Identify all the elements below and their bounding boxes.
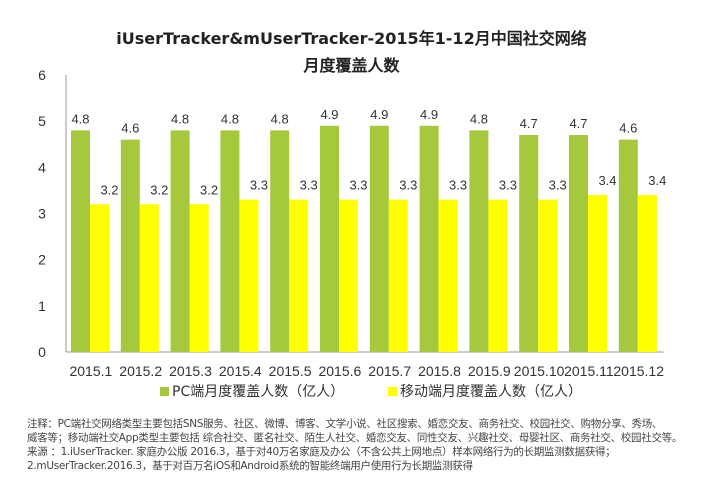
- y-tick-label: 4: [38, 159, 46, 175]
- data-label: 4.9: [420, 107, 438, 122]
- x-tick-label: 2015.5: [269, 363, 312, 379]
- bar-mobile: [538, 199, 558, 352]
- data-label: 3.4: [598, 173, 616, 188]
- x-tick-label: 2015.6: [318, 363, 361, 379]
- x-tick-label: 2015.12: [613, 363, 664, 379]
- x-tick-label: 2015.9: [468, 363, 511, 379]
- bar-pc: [320, 125, 339, 353]
- data-label: 4.8: [470, 111, 488, 126]
- chart-title: iUserTracker&mUserTracker-2015年1-12月中国社交…: [116, 29, 587, 48]
- data-label: 4.6: [619, 121, 637, 136]
- data-label: 4.8: [71, 111, 89, 126]
- bar-pc: [469, 130, 489, 352]
- bar-mobile: [339, 199, 358, 352]
- y-tick-label: 3: [38, 206, 46, 222]
- data-label: 3.3: [399, 178, 417, 193]
- bar-mobile: [239, 199, 259, 352]
- note-line-2: 威客等；移动端社交App类型主要包括 综合社交、匿名社交、陌生人社交、婚恋交友、…: [27, 432, 683, 444]
- x-tick-label: 2015.1: [69, 363, 112, 379]
- bar-mobile: [637, 195, 657, 352]
- bar-pc: [270, 130, 290, 352]
- x-tick-label: 2015.11: [564, 363, 614, 379]
- data-label: 3.2: [200, 182, 218, 197]
- data-label: 3.3: [300, 178, 318, 193]
- x-tick-label: 2015.8: [418, 363, 461, 379]
- bar-mobile: [90, 204, 109, 352]
- y-tick-label: 2: [38, 252, 46, 268]
- data-label: 3.4: [648, 173, 666, 188]
- bar-mobile: [189, 204, 209, 352]
- legend-label: PC端月度覆盖人数（亿人）: [172, 384, 344, 400]
- legend-swatch: [388, 387, 397, 396]
- data-label: 4.9: [370, 107, 388, 122]
- x-tick-label: 2015.3: [169, 363, 212, 379]
- y-tick-label: 5: [38, 113, 46, 129]
- chart-subtitle: 月度覆盖人数: [303, 56, 400, 75]
- data-label: 3.3: [250, 178, 268, 193]
- data-label: 4.9: [320, 107, 338, 122]
- note-line-4: 2.mUserTracker.2016.3，基于对百万名iOS和Android系…: [27, 460, 473, 472]
- bar-pc: [519, 135, 539, 352]
- bar-pc: [220, 130, 240, 352]
- x-tick-label: 2015.2: [119, 363, 162, 379]
- data-label: 3.3: [349, 178, 367, 193]
- data-label: 4.8: [171, 111, 189, 126]
- bar-pc: [569, 135, 588, 352]
- data-label: 3.2: [150, 182, 168, 197]
- bar-pc: [71, 130, 90, 352]
- bar-mobile: [588, 195, 607, 352]
- data-label: 3.3: [499, 178, 517, 193]
- y-tick-label: 6: [38, 67, 46, 83]
- x-tick-label: 2015.7: [368, 363, 411, 379]
- bar-mobile: [139, 204, 159, 352]
- bar-mobile: [289, 199, 309, 352]
- data-label: 4.6: [121, 121, 139, 136]
- bar-pc: [419, 125, 439, 353]
- legend-label: 移动端月度覆盖人数（亿人）: [400, 384, 582, 400]
- data-label: 3.3: [549, 178, 567, 193]
- note-line-3: 来源 ：1.iUserTracker. 家庭办公版 2016.3，基于对40万名…: [27, 446, 616, 458]
- data-label: 4.7: [569, 116, 587, 131]
- data-label: 4.8: [221, 111, 239, 126]
- bar-mobile: [388, 199, 408, 352]
- bar-pc: [120, 139, 140, 352]
- data-label: 4.8: [271, 111, 289, 126]
- x-tick-label: 2015.10: [514, 363, 565, 379]
- y-tick-label: 0: [38, 344, 46, 360]
- legend-swatch: [160, 387, 169, 396]
- bar-mobile: [488, 199, 508, 352]
- y-tick-label: 1: [38, 298, 46, 314]
- bar-pc: [369, 125, 389, 353]
- x-tick-label: 2015.4: [219, 363, 262, 379]
- data-label: 4.7: [520, 116, 538, 131]
- data-label: 3.3: [449, 178, 467, 193]
- bar-mobile: [438, 199, 458, 352]
- data-label: 3.2: [100, 182, 118, 197]
- bar-pc: [618, 139, 638, 352]
- note-line-1: 注释：PC端社交网络类型主要包括SNS服务、社区、微博、博客、文学小说、社区搜索…: [27, 418, 663, 430]
- bar-pc: [170, 130, 190, 352]
